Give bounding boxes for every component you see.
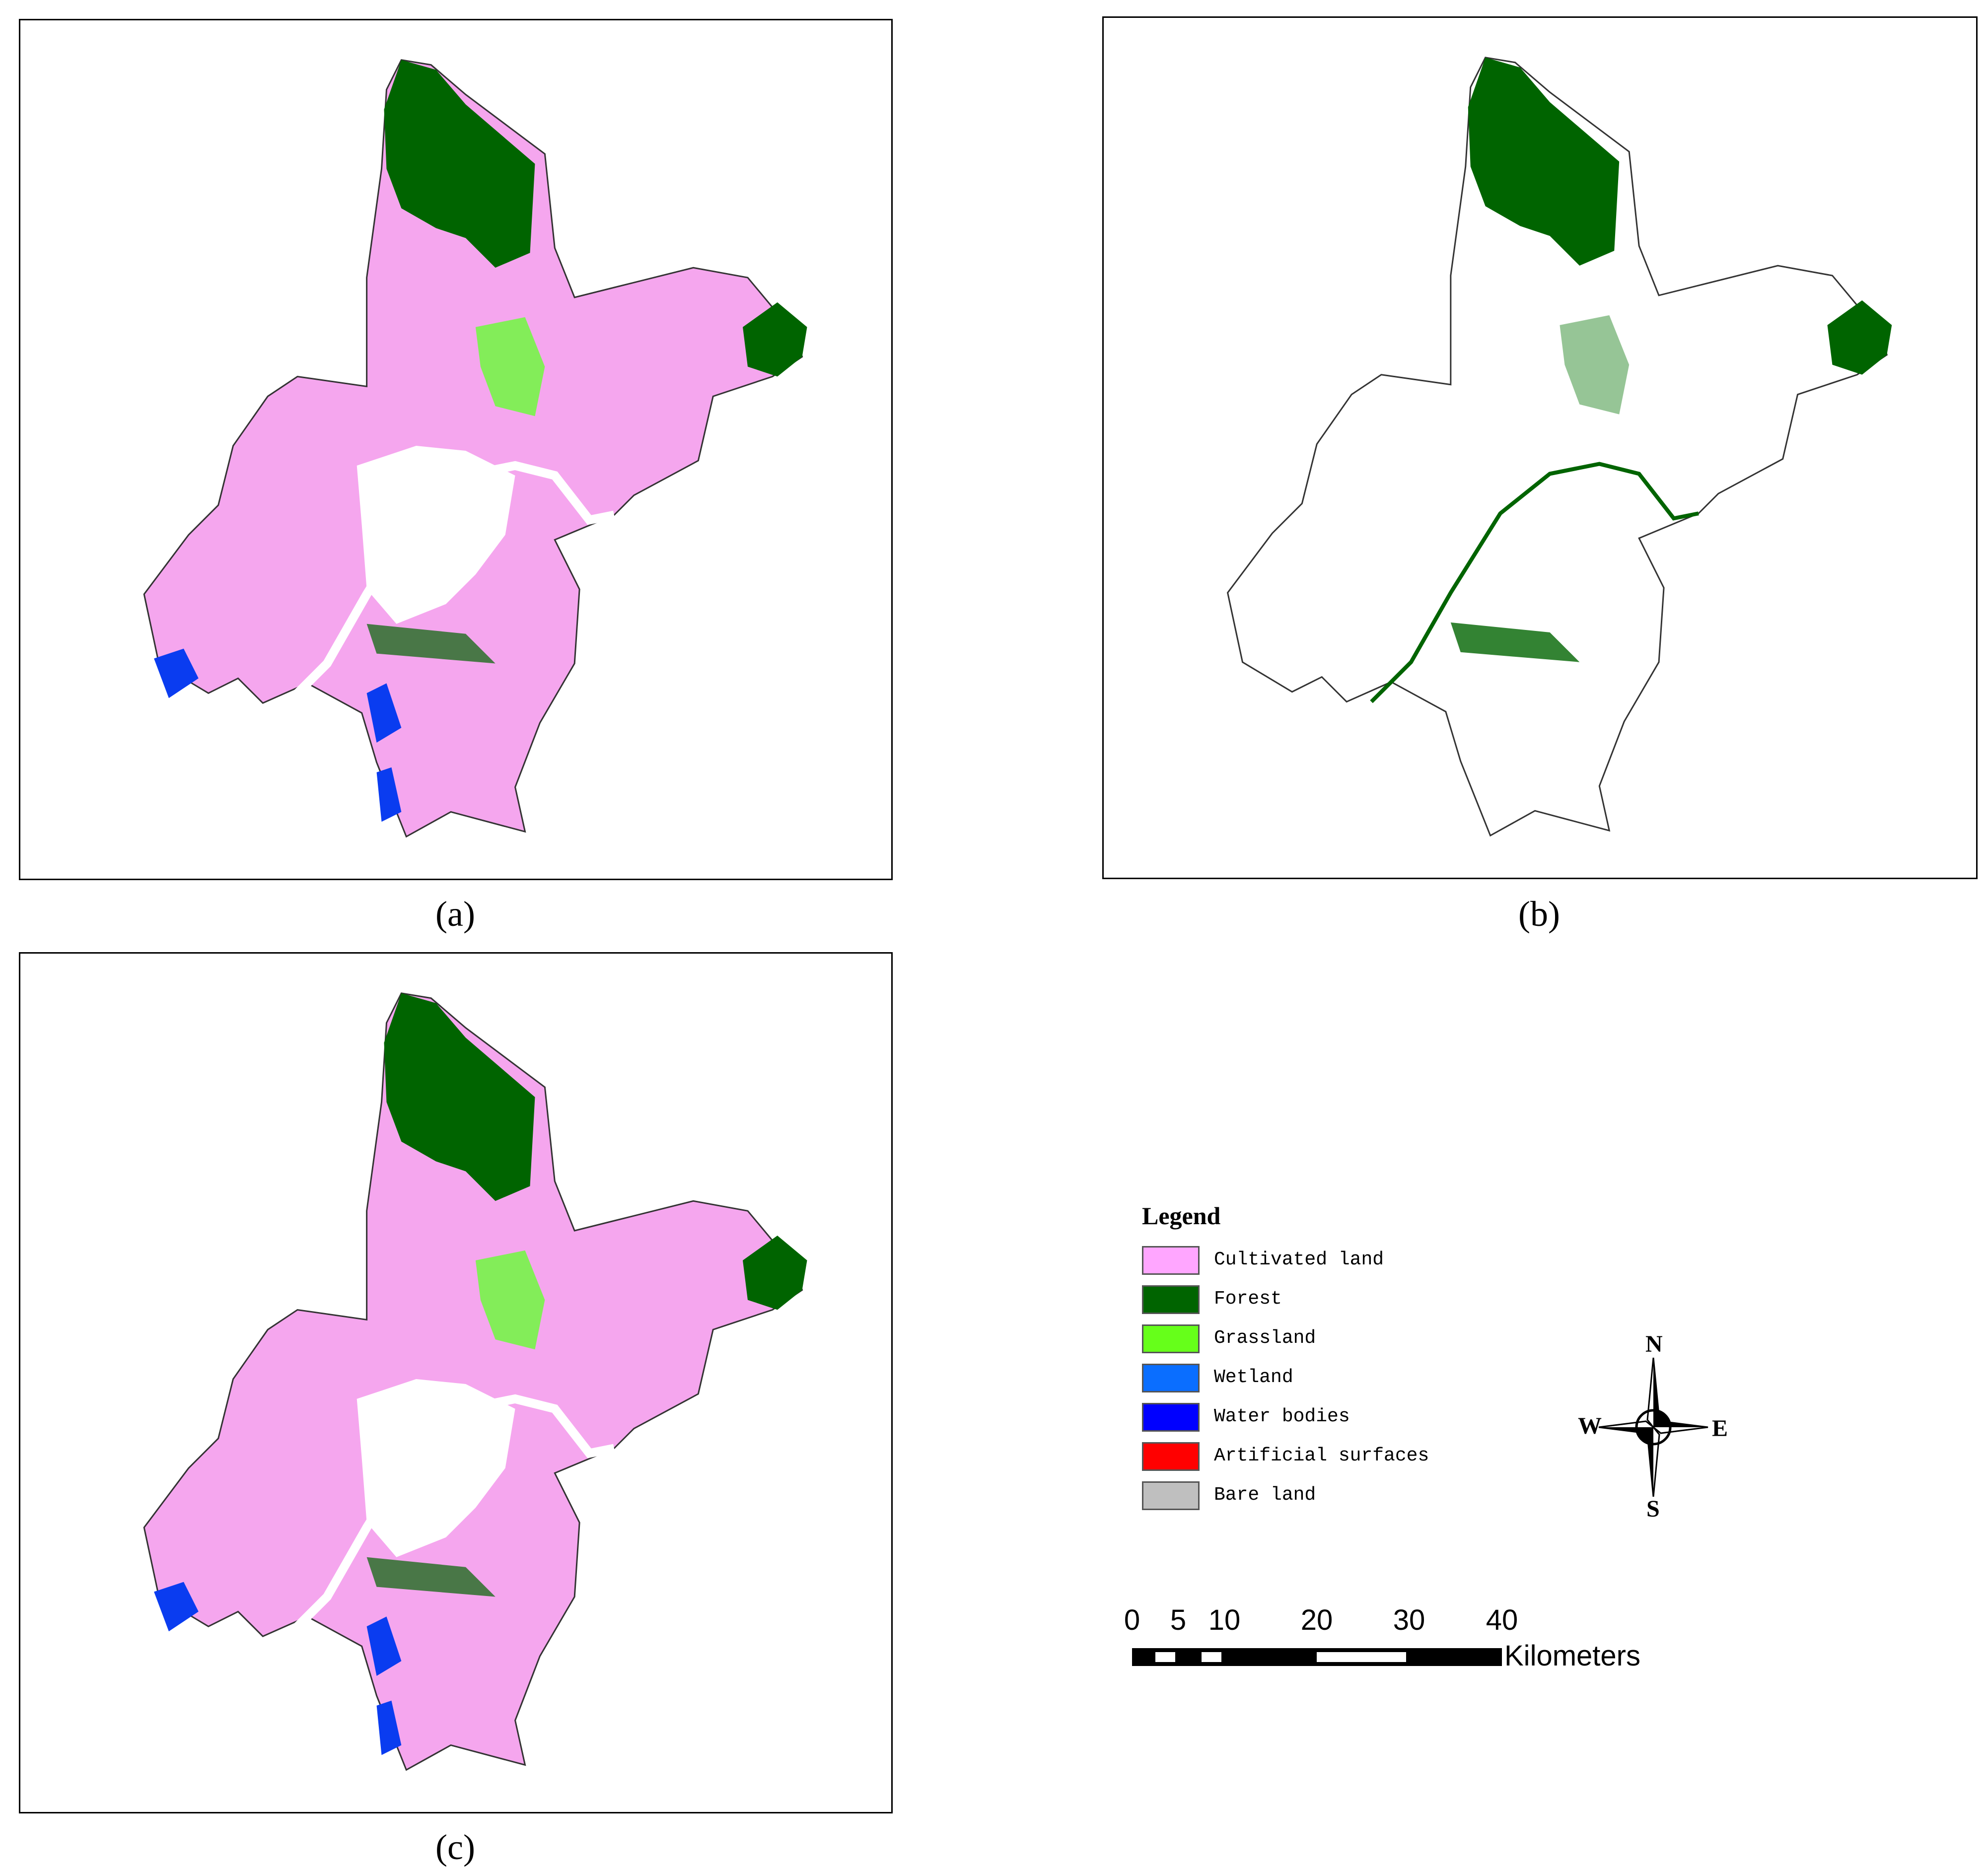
scale-unit: Kilometers (1504, 1640, 1640, 1672)
map-a-forest-east (742, 302, 807, 377)
map-b-forest-east (1827, 300, 1892, 375)
map-c-forest-north (384, 993, 535, 1201)
scale-tick-label: 10 (1208, 1604, 1241, 1636)
legend-item: Cultivated land (1142, 1246, 1490, 1276)
caption-b: (b) (1518, 894, 1560, 934)
legend-item: Artificial surfaces (1142, 1442, 1490, 1472)
map-c-water-1 (154, 1582, 199, 1632)
map-a-forest-north (384, 60, 535, 268)
caption-a: (a) (435, 894, 475, 934)
scale-bar: 0 5 10 20 30 40 Kilometers (1112, 1603, 1688, 1683)
legend-item: Wetland (1142, 1364, 1490, 1393)
legend: Legend Cultivated land Forest Grassland Wet… (1137, 1201, 1485, 1529)
map-a-urban (356, 446, 515, 624)
legend-title: Legend (1142, 1202, 1221, 1230)
map-a-river (284, 461, 615, 706)
legend-label: Bare land (1214, 1484, 1316, 1506)
legend-swatch (1142, 1364, 1200, 1392)
map-c-forest-band (366, 1557, 496, 1597)
legend-label: Grassland (1214, 1327, 1316, 1349)
map-b-forest-band (1450, 622, 1580, 662)
map-b-river (1370, 462, 1699, 703)
legend-swatch (1142, 1403, 1200, 1432)
map-panel-c (19, 952, 893, 1813)
map-panel-a (19, 19, 893, 880)
map-c-water-2 (366, 1616, 402, 1676)
map-c-region (143, 992, 803, 1771)
legend-swatch (1142, 1481, 1200, 1510)
map-b-forest-center (1560, 315, 1630, 415)
map-c-svg (143, 992, 807, 1771)
legend-label: Cultivated land (1214, 1249, 1384, 1270)
map-a-region (143, 59, 803, 838)
legend-item: Grassland (1142, 1324, 1490, 1354)
north-arrow-icon: N S W E (1578, 1331, 1728, 1522)
legend-item: Bare land (1142, 1481, 1490, 1511)
compass-south-label: S (1646, 1496, 1660, 1522)
map-c-forest-east (742, 1236, 807, 1310)
legend-swatch (1142, 1246, 1200, 1275)
map-c-water-3 (376, 1700, 402, 1755)
scale-bar-graphic (1132, 1648, 1502, 1666)
scale-tick-label: 20 (1300, 1604, 1333, 1636)
scale-tick-label: 5 (1170, 1604, 1187, 1636)
legend-label: Forest (1214, 1288, 1282, 1310)
map-b-svg (1226, 57, 1892, 837)
compass-rose-icon (1598, 1357, 1708, 1497)
map-b-region (1226, 57, 1888, 837)
legend-item: Water bodies (1142, 1403, 1490, 1433)
map-b-forest-north (1468, 57, 1620, 266)
map-c-urban (356, 1379, 515, 1557)
map-a-water-3 (376, 767, 402, 822)
map-panel-b (1102, 16, 1978, 879)
map-c-grassland (475, 1250, 545, 1350)
map-a-grassland (475, 317, 545, 416)
map-c-river (284, 1394, 615, 1640)
legend-swatch (1142, 1285, 1200, 1314)
legend-swatch (1142, 1324, 1200, 1353)
legend-swatch (1142, 1442, 1200, 1471)
scale-tick-label: 40 (1486, 1604, 1518, 1636)
legend-item: Forest (1142, 1285, 1490, 1315)
compass-east-label: E (1712, 1415, 1728, 1442)
map-a-forest-band (366, 624, 496, 664)
legend-label: Wetland (1214, 1367, 1293, 1388)
legend-label: Artificial surfaces (1214, 1445, 1429, 1466)
compass-west-label: W (1578, 1413, 1602, 1439)
map-a-svg (143, 59, 807, 838)
legend-label: Water bodies (1214, 1406, 1350, 1427)
compass-north-label: N (1645, 1331, 1663, 1357)
scale-tick-label: 0 (1124, 1604, 1140, 1636)
map-a-water-2 (366, 683, 402, 743)
map-a-water-1 (154, 648, 199, 698)
caption-c: (c) (435, 1827, 475, 1867)
scale-tick-label: 30 (1393, 1604, 1425, 1636)
